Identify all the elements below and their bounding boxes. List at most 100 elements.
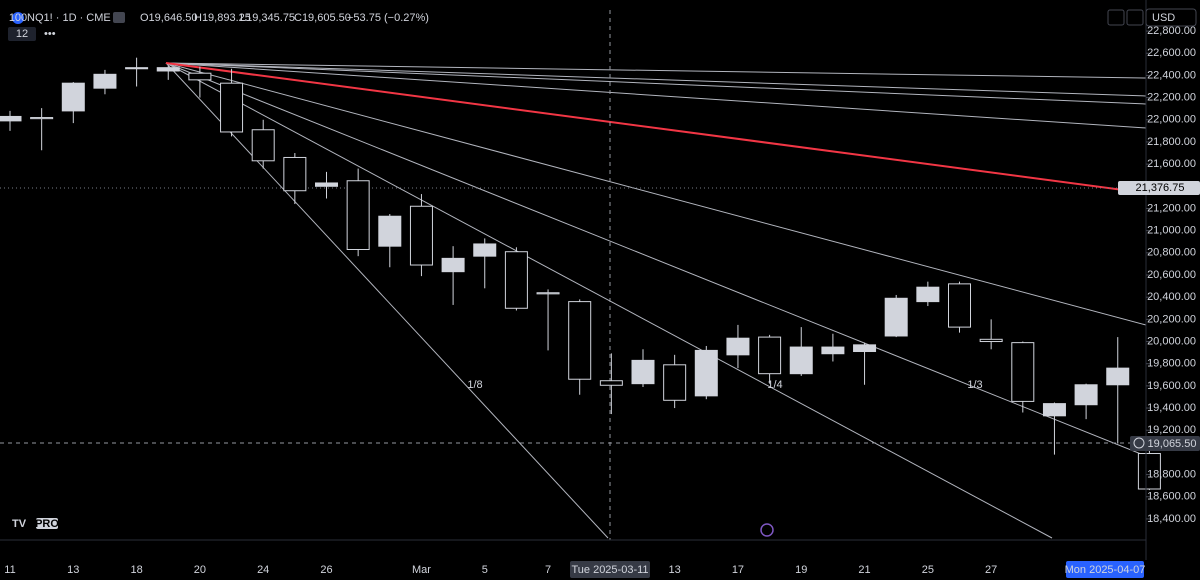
tv-logo: TV PRO — [12, 518, 59, 530]
last-price-label: 21,376.75 — [1136, 182, 1185, 194]
candle-body — [758, 336, 782, 375]
y-tick-label: 19,800.00 — [1147, 358, 1196, 370]
candles — [0, 57, 1161, 491]
candle-body — [473, 243, 497, 257]
replay-icon[interactable] — [760, 523, 774, 537]
ohlc-open: O19,646.50 — [140, 12, 198, 24]
y-tick-label: 19,600.00 — [1147, 380, 1196, 392]
ohlc-close: C19,605.50 — [294, 12, 351, 24]
fan-line — [165, 62, 1147, 97]
y-tick-label: 20,200.00 — [1147, 313, 1196, 325]
candle-body — [948, 283, 971, 328]
candle-body — [378, 215, 402, 247]
candle-body — [853, 344, 877, 353]
collapse-btn[interactable] — [113, 12, 125, 23]
candle-body — [599, 380, 623, 386]
currency-btn[interactable] — [1145, 8, 1197, 27]
y-tick-label: 21,600.00 — [1147, 158, 1196, 170]
time-axis: 11 13 18 20 24 26 Mar 5 7 13 17 19 21 25 27 — [4, 564, 997, 576]
interval-badge: 12 — [16, 28, 28, 40]
symbol-icon — [12, 12, 24, 24]
logo-text: PRO — [35, 518, 59, 530]
y-tick-label: 20,800.00 — [1147, 247, 1196, 259]
candle-body — [315, 182, 338, 187]
y-tick-label: 22,800.00 — [1147, 25, 1196, 37]
symbol[interactable]: NQ1! · 1D · CME — [27, 12, 111, 24]
x-tick-label: 27 — [985, 564, 997, 576]
candle-body — [536, 292, 560, 295]
y-tick-label: 19,200.00 — [1147, 424, 1196, 436]
y-tick-label: 22,200.00 — [1147, 92, 1196, 104]
x-tick-label: 5 — [482, 564, 488, 576]
candle-body — [156, 67, 180, 72]
crosshair-price-box — [1130, 436, 1200, 451]
x-tick-label: 13 — [67, 564, 79, 576]
fan-line — [165, 62, 1147, 129]
candle-body — [188, 72, 212, 81]
refresh-btn[interactable] — [1126, 9, 1144, 26]
y-tick-label: 19,400.00 — [1147, 402, 1196, 414]
fan-line — [165, 62, 1147, 326]
currency: USD — [1152, 12, 1175, 24]
y-tick-label: 20,600.00 — [1147, 269, 1196, 281]
candle-body — [979, 338, 1003, 343]
y-tick-label: 22,400.00 — [1147, 69, 1196, 81]
download-btn[interactable] — [1107, 9, 1125, 26]
fan-line — [165, 62, 1147, 457]
candle-body — [1074, 384, 1098, 406]
candle-body — [125, 67, 149, 70]
candle-body — [220, 82, 244, 133]
header: 100 NQ1! · 1D · CME O19,646.50 H19,893.2… — [8, 8, 1197, 41]
fan-line-red — [165, 62, 1147, 194]
y-tick-label: 21,000.00 — [1147, 225, 1196, 237]
crosshair-date-box — [570, 561, 650, 578]
x-tick-label: 19 — [795, 564, 807, 576]
y-tick-label: 22,000.00 — [1147, 114, 1196, 126]
y-tick-label: 21,200.00 — [1147, 202, 1196, 214]
candle-body — [30, 117, 54, 120]
more-dots[interactable]: ••• — [44, 28, 56, 40]
candle-body — [726, 337, 750, 356]
candle-body — [1011, 342, 1035, 402]
x-tick-label: 13 — [669, 564, 681, 576]
fan-label: 1/8 — [467, 379, 482, 391]
last-date-label: Mon 2025-04-07 — [1065, 564, 1146, 576]
x-tick-label: 21 — [858, 564, 870, 576]
y-tick-label: 18,400.00 — [1147, 513, 1196, 525]
candle-body — [504, 251, 528, 309]
x-tick-label: 7 — [545, 564, 551, 576]
fan-line — [165, 62, 1147, 105]
fan-label: 1/4 — [767, 379, 782, 391]
x-tick-label: 17 — [732, 564, 744, 576]
candle-body — [1106, 367, 1130, 386]
badge[interactable] — [8, 27, 36, 41]
candle-body — [93, 73, 117, 89]
y-tick-label: 18,600.00 — [1147, 491, 1196, 503]
crosshair-date-label: Tue 2025-03-11 — [571, 564, 648, 576]
candle-body — [631, 359, 655, 385]
candle-body — [0, 115, 22, 122]
fan-line — [165, 62, 1147, 79]
logo-mark: TV — [12, 518, 27, 530]
plus-icon[interactable] — [1133, 437, 1145, 449]
candle-body — [821, 346, 845, 355]
candle-body — [283, 156, 307, 192]
symbol-icon-text: 100 — [9, 12, 27, 24]
x-tick-label: 20 — [194, 564, 206, 576]
x-tick-label: 25 — [922, 564, 934, 576]
candle-body — [441, 257, 465, 273]
crosshair-price-label: 19,065.50 — [1148, 438, 1197, 450]
candle-body — [568, 301, 592, 380]
candle-body — [789, 346, 813, 375]
candle-body — [916, 286, 940, 303]
fan-label: 1/3 — [967, 379, 982, 391]
x-tick-label: 26 — [320, 564, 332, 576]
candle-body — [1042, 403, 1066, 417]
logo-box — [36, 518, 58, 529]
price-axis: 18,400.00 18,600.00 18,800.00 19,200.00 19,4… — [1146, 25, 1196, 525]
change: −53.75 (−0.27%) — [347, 12, 429, 24]
y-tick-label: 20,000.00 — [1147, 335, 1196, 347]
fan-lines — [165, 62, 1147, 539]
